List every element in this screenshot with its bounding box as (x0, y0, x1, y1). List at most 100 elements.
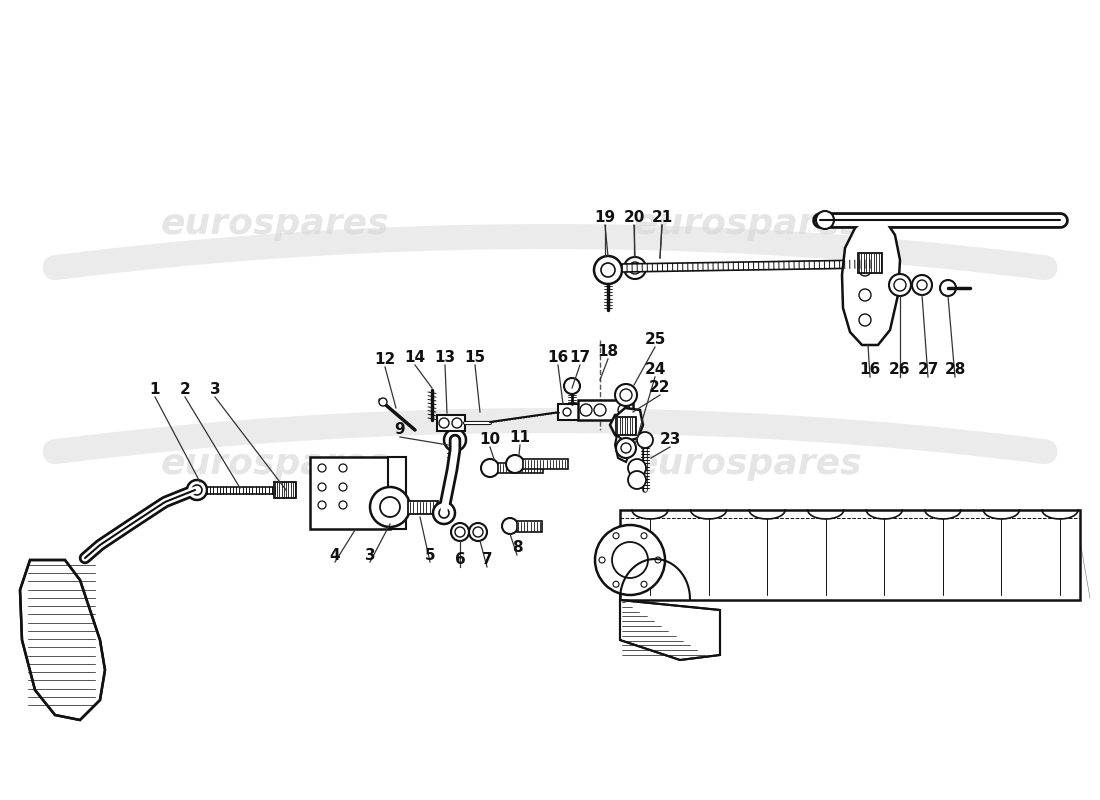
Circle shape (379, 398, 387, 406)
Circle shape (859, 289, 871, 301)
Text: 23: 23 (659, 433, 681, 447)
Circle shape (637, 432, 653, 448)
Text: 12: 12 (374, 353, 396, 367)
Text: 17: 17 (570, 350, 591, 366)
Circle shape (318, 464, 326, 472)
Text: 16: 16 (548, 350, 569, 366)
Text: 16: 16 (859, 362, 881, 378)
Circle shape (595, 525, 666, 595)
Text: 3: 3 (365, 547, 375, 562)
Text: 15: 15 (464, 350, 485, 366)
Bar (408, 501, 438, 514)
Circle shape (339, 501, 346, 509)
Bar (858, 253, 882, 273)
Text: 14: 14 (405, 350, 426, 366)
Polygon shape (610, 408, 643, 442)
Text: 24: 24 (645, 362, 665, 378)
Bar (578, 400, 632, 420)
Text: 25: 25 (645, 333, 665, 347)
Circle shape (502, 518, 518, 534)
Circle shape (613, 582, 619, 587)
Bar (437, 415, 465, 431)
Bar (498, 463, 543, 473)
Circle shape (616, 438, 636, 458)
Polygon shape (621, 260, 870, 272)
Text: 21: 21 (651, 210, 672, 226)
Circle shape (450, 435, 460, 445)
Circle shape (859, 314, 871, 326)
Text: 9: 9 (395, 422, 405, 438)
Circle shape (601, 263, 615, 277)
Circle shape (618, 404, 630, 416)
Text: 8: 8 (512, 541, 522, 555)
Circle shape (594, 256, 621, 284)
Text: 4: 4 (330, 547, 340, 562)
Circle shape (612, 542, 648, 578)
Bar (620, 510, 1080, 600)
Circle shape (444, 429, 466, 451)
Circle shape (641, 533, 647, 538)
Text: 18: 18 (597, 345, 618, 359)
Polygon shape (615, 435, 630, 462)
Circle shape (339, 483, 346, 491)
Text: eurospares: eurospares (634, 447, 862, 481)
Text: eurospares: eurospares (634, 207, 862, 241)
Polygon shape (842, 215, 900, 345)
Circle shape (318, 501, 326, 509)
Text: 20: 20 (624, 210, 645, 226)
Text: eurospares: eurospares (161, 447, 389, 481)
Circle shape (889, 274, 911, 296)
Text: 1: 1 (150, 382, 161, 398)
Circle shape (894, 279, 906, 291)
Text: eurospares: eurospares (161, 207, 389, 241)
Circle shape (563, 408, 571, 416)
Circle shape (600, 557, 605, 563)
Circle shape (859, 264, 871, 276)
Circle shape (917, 280, 927, 290)
Circle shape (370, 487, 410, 527)
Circle shape (628, 471, 646, 489)
Circle shape (816, 211, 834, 229)
Bar (616, 417, 636, 435)
Circle shape (481, 459, 499, 477)
Circle shape (439, 508, 449, 518)
Circle shape (192, 485, 202, 495)
Bar (388, 457, 406, 529)
Circle shape (452, 418, 462, 428)
Circle shape (594, 404, 606, 416)
Circle shape (339, 464, 346, 472)
Text: 13: 13 (434, 350, 455, 366)
Text: 10: 10 (480, 433, 501, 447)
Circle shape (613, 533, 619, 538)
Text: 7: 7 (482, 553, 493, 567)
Circle shape (654, 557, 661, 563)
Circle shape (506, 455, 524, 473)
Bar (310, 457, 390, 529)
Circle shape (620, 389, 632, 401)
Text: 3: 3 (210, 382, 220, 398)
Circle shape (433, 502, 455, 524)
Circle shape (318, 483, 326, 491)
Text: 6: 6 (454, 553, 465, 567)
Text: 11: 11 (509, 430, 530, 446)
Text: 27: 27 (917, 362, 938, 378)
Circle shape (580, 404, 592, 416)
Text: 28: 28 (944, 362, 966, 378)
Circle shape (940, 280, 956, 296)
Bar (558, 404, 582, 420)
Circle shape (629, 262, 641, 274)
Circle shape (641, 582, 647, 587)
Circle shape (451, 523, 469, 541)
Circle shape (187, 480, 207, 500)
Bar (522, 459, 568, 469)
Bar (517, 521, 542, 532)
Circle shape (624, 257, 646, 279)
Text: 26: 26 (889, 362, 911, 378)
Circle shape (473, 527, 483, 537)
Text: 22: 22 (649, 381, 671, 395)
Circle shape (469, 523, 487, 541)
Circle shape (621, 443, 631, 453)
Polygon shape (620, 600, 721, 660)
Circle shape (439, 418, 449, 428)
Text: 19: 19 (594, 210, 616, 226)
